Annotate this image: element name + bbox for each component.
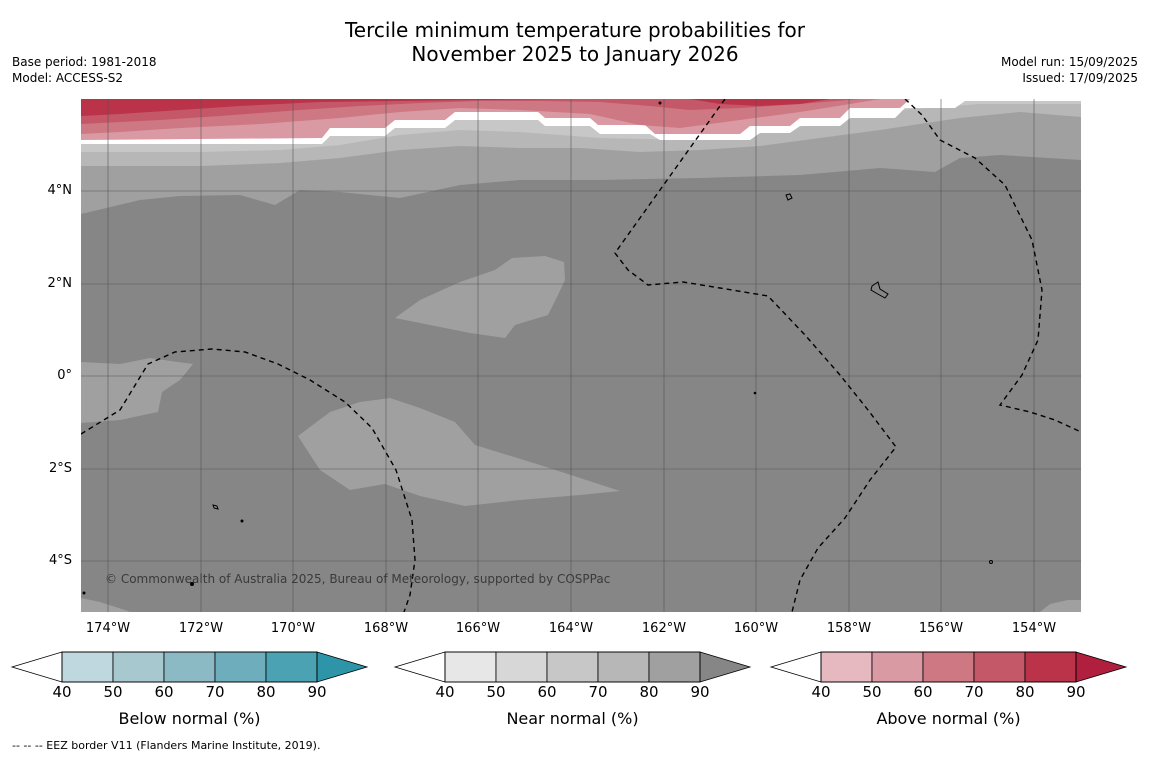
colorbar-tick: 80 — [1015, 683, 1035, 701]
colorbar-segment — [973, 651, 1026, 683]
colorbar-tick: 50 — [103, 683, 123, 701]
copyright-text: © Commonwealth of Australia 2025, Bureau… — [105, 572, 611, 586]
islands — [82, 101, 993, 595]
near-normal-80-patch-west — [81, 358, 193, 423]
colorbar-below-segments — [61, 651, 318, 683]
lat-label: 2°N — [47, 276, 73, 291]
base-period-text: Base period: 1981-2018 — [12, 55, 157, 69]
meta-left: Base period: 1981-2018 Model: ACCESS-S2 — [12, 54, 157, 86]
above-normal-80-patch — [690, 99, 830, 106]
lat-label: 4°N — [47, 183, 73, 198]
lon-label: 168°W — [363, 621, 409, 636]
gridlines — [81, 99, 1081, 612]
colorbar-tick: 90 — [690, 683, 710, 701]
colorbar-tick: 40 — [52, 683, 72, 701]
colorbar-below-end — [316, 651, 369, 683]
colorbar-tick: 40 — [435, 683, 455, 701]
colorbar-tick: 60 — [154, 683, 174, 701]
colorbar-near-segments — [444, 651, 701, 683]
above-normal-70-band — [81, 99, 860, 124]
colorbar-tick: 70 — [588, 683, 608, 701]
colorbar-segment — [214, 651, 267, 683]
colorbar-tick: 50 — [862, 683, 882, 701]
colorbar-segment — [871, 651, 924, 683]
colorbar-segment — [61, 651, 114, 683]
map-area — [81, 99, 1081, 612]
issued-text: Issued: 17/09/2025 — [1022, 71, 1138, 85]
colorbar-segment — [648, 651, 701, 683]
map-title: Tercile minimum temperature probabilitie… — [0, 18, 1150, 66]
colorbar-segment — [495, 651, 548, 683]
colorbar-segment — [546, 651, 599, 683]
lat-label: 0° — [57, 368, 72, 383]
colorbar-near — [393, 651, 752, 683]
model-run-text: Model run: 15/09/2025 — [1000, 55, 1138, 69]
meta-right: Model run: 15/09/2025 Issued: 17/09/2025 — [1001, 54, 1138, 86]
lon-label: 170°W — [270, 621, 316, 636]
colorbar-tick: 60 — [537, 683, 557, 701]
near-normal-80-patch-sw — [81, 598, 130, 612]
lon-label: 160°W — [733, 621, 779, 636]
colorbar-segment — [163, 651, 216, 683]
colorbar-tick: 80 — [256, 683, 276, 701]
eez-footnote: -- -- -- EEZ border V11 (Flanders Marine… — [12, 739, 321, 752]
lon-label: 164°W — [548, 621, 594, 636]
colorbar-segment — [1024, 651, 1077, 683]
colorbar-tick: 90 — [307, 683, 327, 701]
lon-label: 156°W — [918, 621, 964, 636]
colorbar-tick: 80 — [639, 683, 659, 701]
colorbar-near-end — [699, 651, 752, 683]
colorbar-segment — [265, 651, 318, 683]
lon-label: 172°W — [178, 621, 224, 636]
colorbar-below — [10, 651, 369, 683]
lon-label: 154°W — [1011, 621, 1057, 636]
lat-label: 4°S — [48, 553, 72, 568]
colorbar-above — [769, 651, 1128, 683]
colorbar-above-segments — [820, 651, 1077, 683]
colorbar-tick: 70 — [205, 683, 225, 701]
near-normal-80-patch-north — [395, 256, 565, 338]
lon-label: 174°W — [85, 621, 131, 636]
lon-label: 158°W — [826, 621, 872, 636]
colorbar-segment — [597, 651, 650, 683]
colorbar-below-label: Below normal (%) — [118, 709, 261, 728]
colorbar-tick: 40 — [811, 683, 831, 701]
colorbar-tick: 90 — [1066, 683, 1086, 701]
model-text: Model: ACCESS-S2 — [12, 71, 124, 85]
lon-label: 166°W — [455, 621, 501, 636]
colorbar-tick: 50 — [486, 683, 506, 701]
title-line-2: November 2025 to January 2026 — [411, 42, 739, 66]
colorbar-near-label: Near normal (%) — [506, 709, 639, 728]
colorbar-segment — [112, 651, 165, 683]
colorbar-tick: 60 — [913, 683, 933, 701]
colorbar-above-end — [1075, 651, 1128, 683]
near-normal-80-patch-south — [298, 398, 620, 506]
title-line-1: Tercile minimum temperature probabilitie… — [344, 18, 806, 42]
colorbar-above-label: Above normal (%) — [876, 709, 1021, 728]
colorbar-tick: 70 — [964, 683, 984, 701]
eez-borders — [81, 99, 1081, 612]
colorbar-segment — [922, 651, 975, 683]
lon-label: 162°W — [641, 621, 687, 636]
colorbar-segment — [820, 651, 873, 683]
colorbar-segment — [444, 651, 497, 683]
lat-label: 2°S — [48, 461, 72, 476]
near-normal-80-patch-se — [1040, 600, 1081, 612]
